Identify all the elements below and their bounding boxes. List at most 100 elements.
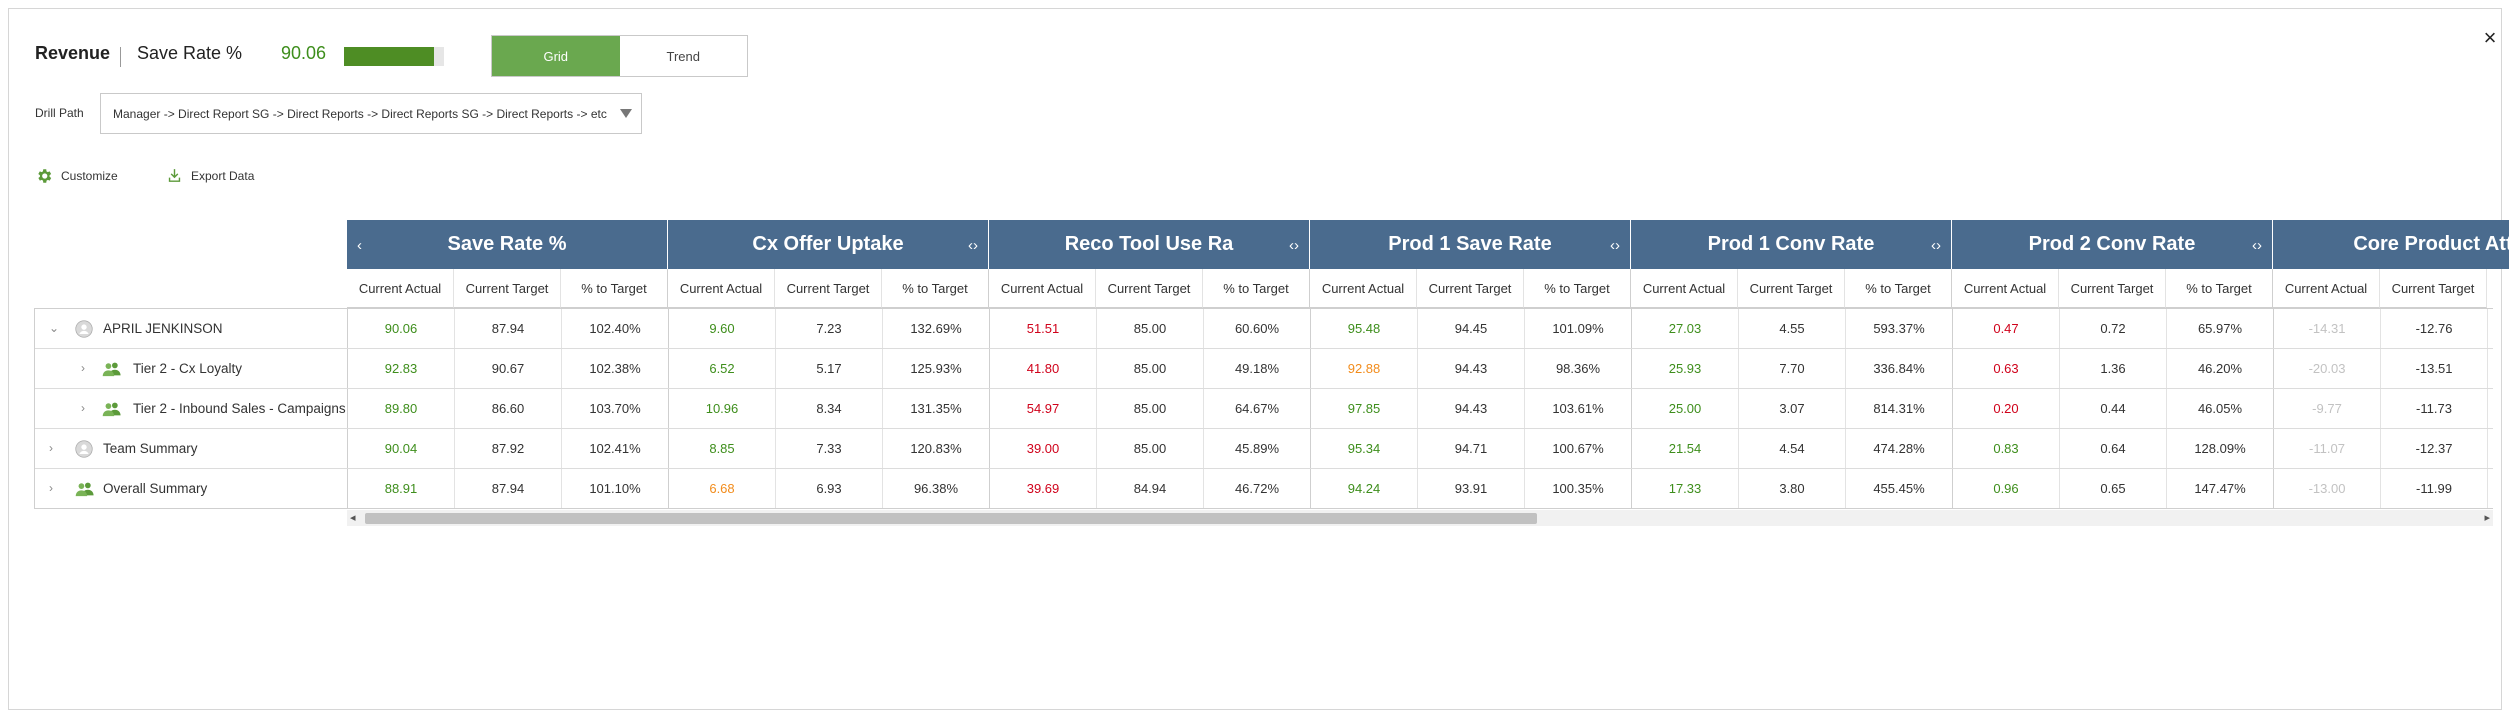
table-cell: 46.05% bbox=[2167, 389, 2274, 428]
table-cell: 0.20 bbox=[1953, 389, 2060, 428]
chevron-right-icon[interactable]: › bbox=[81, 401, 85, 415]
table-cell: 455.45% bbox=[1846, 469, 1953, 508]
table-row[interactable]: › Overall Summary 88.91 87.94 101.10% 6.68 6.9… bbox=[35, 469, 2493, 509]
row-name: Tier 2 - Inbound Sales - Campaigns bbox=[133, 401, 346, 416]
column-header: % to Target bbox=[561, 269, 668, 308]
column-header: % to Target bbox=[1203, 269, 1310, 308]
table-cell: 103.70% bbox=[562, 389, 669, 428]
table-cell: 147.47% bbox=[2167, 469, 2274, 508]
table-cell: -20.03 bbox=[2274, 349, 2381, 388]
expand-collapse-icon[interactable]: ‹› bbox=[968, 237, 978, 254]
table-cell: 3.80 bbox=[1739, 469, 1846, 508]
table-cell: 8.85 bbox=[669, 429, 776, 468]
column-header: Current Target bbox=[2380, 269, 2487, 308]
table-row[interactable]: › Team Summary 90.04 87.92 102.41% 8.85 7.33 12… bbox=[35, 429, 2493, 469]
expand-collapse-icon[interactable]: ‹› bbox=[1289, 237, 1299, 254]
table-cell: 7.23 bbox=[776, 309, 883, 348]
metric-progress-fill bbox=[344, 47, 435, 66]
close-icon[interactable]: × bbox=[2483, 25, 2497, 50]
table-row[interactable]: › Tier 2 - Cx Loyalty 92.83 90.67 102.38% 6.5… bbox=[35, 349, 2493, 389]
chevron-right-icon[interactable]: › bbox=[49, 441, 53, 455]
horizontal-scrollbar[interactable]: ◂ ▸ bbox=[347, 510, 2493, 526]
column-group-title: Prod 1 Save Rate bbox=[1388, 233, 1552, 255]
trend-view-button[interactable]: Trend bbox=[619, 36, 747, 76]
table-cell: 98.36% bbox=[1525, 349, 1632, 388]
scroll-right-icon[interactable]: ▸ bbox=[2484, 512, 2490, 524]
table-cell: -13.00 bbox=[2274, 469, 2381, 508]
chevron-right-icon[interactable]: › bbox=[49, 481, 53, 495]
table-cell: 49.18% bbox=[1204, 349, 1311, 388]
table-cell: 64.67% bbox=[1204, 389, 1311, 428]
table-cell: 90.06 bbox=[348, 309, 455, 348]
table-cell: 593.37% bbox=[1846, 309, 1953, 348]
table-row[interactable]: ⌄ APRIL JENKINSON 90.06 87.94 102.40% 9.60 7.2… bbox=[35, 309, 2493, 349]
export-data-label: Export Data bbox=[191, 168, 255, 183]
table-cell: 0.72 bbox=[2060, 309, 2167, 348]
table-cell: -9.77 bbox=[2274, 389, 2381, 428]
column-group-header: Prod 1 Conv Rate ‹› bbox=[1631, 220, 1952, 269]
table-cell: 92.83 bbox=[348, 349, 455, 388]
table-cell: 120.83% bbox=[883, 429, 990, 468]
table-cell: 100.67% bbox=[1525, 429, 1632, 468]
drill-path-label: Drill Path bbox=[35, 106, 84, 120]
group-icon bbox=[102, 400, 122, 421]
table-cell: 128.09% bbox=[2167, 429, 2274, 468]
table-cell: 94.45 bbox=[1418, 309, 1525, 348]
table-cell: 85.00 bbox=[1097, 389, 1204, 428]
table-cell: 87.92 bbox=[455, 429, 562, 468]
table-cell: 41.80 bbox=[990, 349, 1097, 388]
table-cell: 54.97 bbox=[990, 389, 1097, 428]
scrollbar-thumb[interactable] bbox=[365, 513, 1537, 524]
table-cell: 4.55 bbox=[1739, 309, 1846, 348]
scroll-left-icon[interactable]: ◂ bbox=[350, 512, 356, 524]
grid-view-button[interactable]: Grid bbox=[492, 36, 620, 76]
column-header: Current Actual bbox=[989, 269, 1096, 308]
chevron-down-icon[interactable]: ⌄ bbox=[49, 321, 60, 335]
table-cell: 0.47 bbox=[1953, 309, 2060, 348]
column-group-header: Prod 2 Conv Rate ‹› bbox=[1952, 220, 2273, 269]
chevron-right-icon[interactable]: › bbox=[81, 361, 85, 375]
column-header: % to Target bbox=[882, 269, 989, 308]
row-name: Overall Summary bbox=[103, 481, 208, 496]
column-header: Current Target bbox=[1096, 269, 1203, 308]
table-row[interactable]: › Tier 2 - Inbound Sales - Campaigns 89.80… bbox=[35, 389, 2493, 429]
table-cell: -12.37 bbox=[2381, 429, 2488, 468]
table-cell: 131.35% bbox=[883, 389, 990, 428]
table-cell: 102.38% bbox=[562, 349, 669, 388]
table-cell: 94.71 bbox=[1418, 429, 1525, 468]
table-cell: 87.94 bbox=[455, 469, 562, 508]
table-cell: -14.31 bbox=[2274, 309, 2381, 348]
column-group-header: Prod 1 Save Rate ‹› bbox=[1310, 220, 1631, 269]
column-group-header-row: Save Rate % ‹ Cx Offer Uptake ‹› Reco Tool U… bbox=[347, 220, 2509, 269]
table-cell: 102.40% bbox=[562, 309, 669, 348]
row-name: Team Summary bbox=[103, 441, 198, 456]
table-cell: 1.36 bbox=[2060, 349, 2167, 388]
table-cell: 100.35% bbox=[1525, 469, 1632, 508]
column-group-header: Save Rate % ‹ bbox=[347, 220, 668, 269]
customize-button[interactable]: Customize bbox=[35, 167, 118, 185]
user-icon bbox=[75, 440, 93, 461]
table-cell: 7.70 bbox=[1739, 349, 1846, 388]
table-cell: 88.91 bbox=[348, 469, 455, 508]
table-cell: 6.93 bbox=[776, 469, 883, 508]
expand-collapse-icon[interactable]: ‹› bbox=[1610, 237, 1620, 254]
expand-collapse-icon[interactable]: ‹› bbox=[1931, 237, 1941, 254]
dropdown-caret-icon bbox=[620, 109, 632, 118]
table-cell: 814.31% bbox=[1846, 389, 1953, 428]
scroll-prev-icon[interactable]: ‹ bbox=[357, 237, 362, 254]
column-group-title: Reco Tool Use Ra bbox=[1064, 233, 1234, 255]
drill-path-select[interactable]: Manager -> Direct Report SG -> Direct Re… bbox=[100, 93, 642, 134]
table-cell: 0.65 bbox=[2060, 469, 2167, 508]
metric-value: 90.06 bbox=[281, 43, 327, 63]
table-cell: 89.80 bbox=[348, 389, 455, 428]
column-header: Current Actual bbox=[2273, 269, 2380, 308]
table-cell: 84.94 bbox=[1097, 469, 1204, 508]
table-cell: 5.17 bbox=[776, 349, 883, 388]
grid-body: ⌄ APRIL JENKINSON 90.06 87.94 102.40% 9.60 7.2… bbox=[34, 308, 2493, 509]
column-header: Current Actual bbox=[1952, 269, 2059, 308]
table-cell: 132.69% bbox=[883, 309, 990, 348]
expand-collapse-icon[interactable]: ‹› bbox=[2252, 237, 2262, 254]
user-icon bbox=[75, 320, 93, 341]
column-header: Current Actual bbox=[668, 269, 775, 308]
export-data-button[interactable]: Export Data bbox=[166, 167, 254, 184]
